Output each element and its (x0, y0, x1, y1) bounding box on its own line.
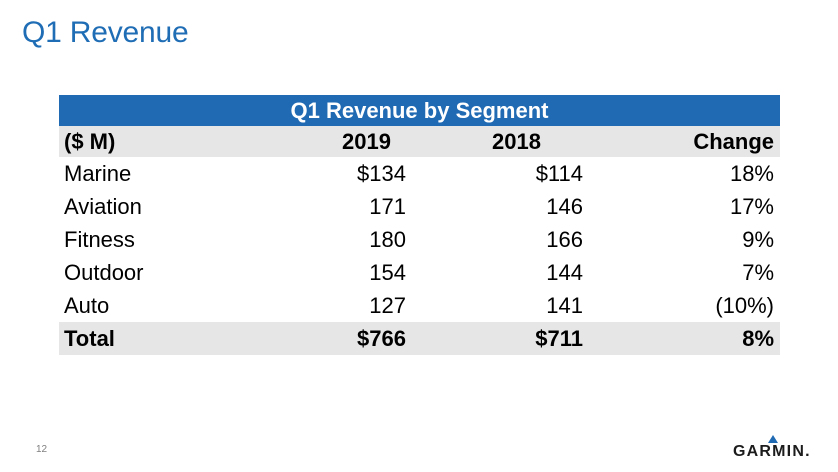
table-title: Q1 Revenue by Segment (59, 95, 780, 126)
value-2018: 166 (546, 227, 583, 252)
table-row-auto: Auto 127 141 (10%) (59, 289, 780, 322)
total-label: Total (64, 326, 115, 351)
value-2018: 141 (546, 293, 583, 318)
segment-label: Outdoor (64, 260, 144, 285)
slide-title: Q1 Revenue (22, 16, 189, 49)
value-2019: 180 (369, 227, 406, 252)
table-header-row: ($ M) 2019 2018 Change (59, 126, 780, 157)
value-2018: 144 (546, 260, 583, 285)
garmin-logo: GARMIN. (733, 443, 811, 460)
table-row-aviation: Aviation 171 146 17% (59, 190, 780, 223)
segment-label: Auto (64, 293, 110, 318)
value-2018: 146 (546, 194, 583, 219)
garmin-triangle-icon (768, 435, 778, 443)
header-change: Change (693, 129, 774, 154)
revenue-table: Q1 Revenue by Segment ($ M) 2019 2018 Ch… (59, 95, 780, 355)
value-2019: $134 (357, 161, 406, 186)
value-2018: $114 (535, 161, 583, 186)
table-row-marine: Marine $134 $114 18% (59, 157, 780, 190)
table-row-total: Total $766 $711 8% (59, 322, 780, 355)
total-change: 8% (742, 326, 774, 351)
value-2019: 171 (369, 194, 406, 219)
total-2019: $766 (357, 326, 406, 351)
table-row-fitness: Fitness 180 166 9% (59, 223, 780, 256)
value-change: (10%) (715, 293, 774, 318)
page-number: 12 (36, 444, 48, 455)
header-2018: 2018 (492, 129, 541, 154)
header-2019: 2019 (342, 129, 391, 154)
segment-label: Fitness (64, 227, 135, 252)
value-change: 9% (742, 227, 774, 252)
segment-label: Marine (64, 161, 132, 186)
total-2018: $711 (535, 326, 583, 351)
segment-label: Aviation (64, 194, 142, 219)
header-units: ($ M) (64, 129, 116, 154)
value-2019: 154 (369, 260, 406, 285)
value-change: 17% (729, 194, 774, 219)
value-2019: 127 (369, 293, 406, 318)
value-change: 18% (729, 161, 774, 186)
table-row-outdoor: Outdoor 154 144 7% (59, 256, 780, 289)
value-change: 7% (742, 260, 774, 285)
